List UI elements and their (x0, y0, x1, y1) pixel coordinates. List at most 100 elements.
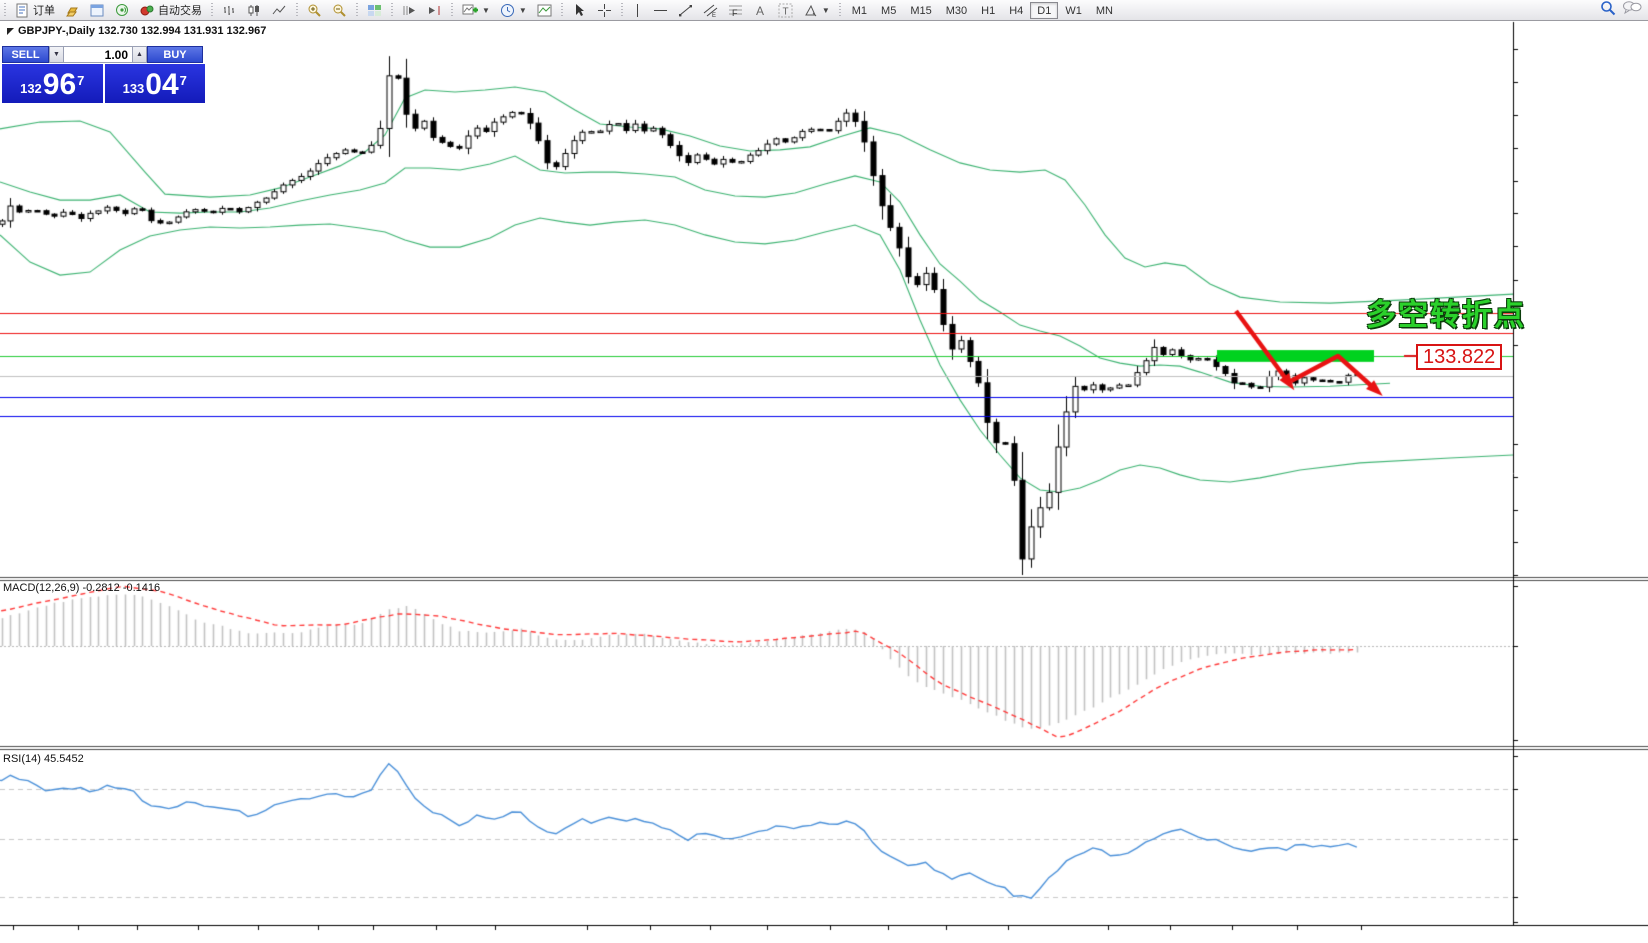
macd-indicator-label: MACD(12,26,9) -0.2812 -0.1416 (3, 582, 161, 594)
line-chart-button[interactable] (267, 2, 292, 19)
toolbar-grip (210, 3, 214, 17)
collapse-panel-icon[interactable] (7, 27, 14, 35)
market-watch-button[interactable] (60, 2, 85, 19)
buy-price-sup: 7 (179, 73, 187, 88)
toolbar-group (362, 0, 387, 20)
tile-windows-button[interactable] (362, 2, 387, 19)
fibonacci-icon: F (728, 3, 743, 18)
toolbar-right (1600, 0, 1648, 21)
new-order-button[interactable]: 订单 (10, 2, 60, 19)
svg-text:E: E (712, 13, 716, 18)
svg-text:A: A (756, 4, 764, 18)
text-icon: A (753, 3, 768, 18)
market-watch-icon (65, 3, 80, 18)
data-window-icon (90, 3, 105, 18)
templates-icon (537, 3, 552, 18)
new-order-label: 订单 (33, 5, 55, 17)
price-callout: 133.822 (1416, 344, 1503, 370)
zoom-out-button[interactable] (327, 2, 352, 19)
toolbar: 订单 自动交易 ▼ ▼ E F A T ▼ M1 M5 M15 M30 H1 H4 D1 W1 MN (0, 0, 1648, 21)
zoom-in-button[interactable] (302, 2, 327, 19)
strategy-tester-icon (115, 3, 130, 18)
trendline-button[interactable] (673, 2, 698, 19)
chevron-down-icon: ▼ (518, 5, 527, 15)
symbol-ohlc-text: GBPJPY-,Daily 132.730 132.994 131.931 13… (18, 25, 267, 37)
buy-button[interactable]: BUY (147, 46, 203, 63)
timeframe-m1[interactable]: M1 (851, 4, 868, 17)
toolbar-group: E F A T ▼ (627, 0, 835, 20)
chevron-down-icon: ▼ (821, 5, 830, 15)
new-order-icon (15, 3, 30, 18)
new-chart-icon (462, 3, 478, 18)
sell-price-big: 96 (42, 68, 77, 101)
toolbar-grip (355, 3, 359, 17)
chevron-down-icon: ▼ (482, 5, 490, 15)
volume-input[interactable] (64, 46, 132, 63)
volume-up-button[interactable]: ▲ (132, 46, 147, 63)
auto-scroll-button[interactable] (397, 2, 422, 19)
strategy-tester-button[interactable] (110, 2, 135, 19)
toolbar-grip (390, 3, 394, 17)
timeframe-w1[interactable]: W1 (1065, 4, 1082, 17)
toolbar-group (217, 0, 292, 20)
toolbar-group: ▼ ▼ (457, 0, 557, 20)
sell-button[interactable]: SELL (2, 46, 49, 63)
toolbar-group (302, 0, 352, 20)
cursor-button[interactable] (567, 2, 592, 19)
periods-button[interactable]: ▼ (495, 2, 532, 19)
toolbar-grip (837, 3, 842, 17)
candlestick-chart-icon (247, 3, 262, 18)
timeframe-m15[interactable]: M15 (910, 4, 932, 17)
text-label-button[interactable]: T (773, 2, 798, 19)
toolbar-grip (295, 3, 299, 17)
rsi-indicator-label: RSI(14) 45.5452 (3, 753, 84, 765)
horizontal-line-button[interactable] (648, 2, 673, 19)
auto-scroll-icon (402, 3, 417, 18)
timeframe-m30[interactable]: M30 (945, 4, 968, 17)
new-chart-button[interactable]: ▼ (457, 2, 495, 19)
buy-price-big: 04 (145, 68, 179, 101)
horizontal-line-icon (653, 3, 668, 18)
svg-text:T: T (782, 6, 788, 17)
buy-price-tile[interactable]: 133 04 7 (104, 64, 205, 103)
sell-price-sup: 7 (77, 73, 85, 88)
text-label-icon: T (778, 3, 793, 18)
candlestick-chart-button[interactable] (242, 2, 267, 19)
timeframe-h1[interactable]: H1 (981, 4, 996, 17)
toolbar-grip (619, 3, 624, 17)
sell-price-small: 132 (20, 81, 42, 96)
equidistant-channel-button[interactable]: E (698, 2, 723, 19)
shapes-icon (803, 3, 818, 18)
line-chart-icon (272, 3, 287, 18)
toolbar-group (397, 0, 447, 20)
auto-trading-icon (140, 3, 155, 18)
toolbar-grip (559, 3, 564, 17)
auto-trading-label: 自动交易 (158, 5, 202, 17)
vertical-line-button[interactable] (627, 2, 648, 19)
bar-chart-button[interactable] (217, 2, 242, 19)
fibonacci-button[interactable]: F (723, 2, 748, 19)
text-button[interactable]: A (748, 2, 773, 19)
one-click-trade-panel: SELL ▼ ▲ BUY 132 96 7 133 04 7 (2, 46, 205, 103)
chat-icon[interactable] (1622, 0, 1642, 20)
volume-down-button[interactable]: ▼ (49, 46, 64, 63)
toolbar-group (567, 0, 617, 20)
crosshair-button[interactable] (592, 2, 617, 19)
chart-shift-button[interactable] (422, 2, 447, 19)
bar-chart-icon (222, 3, 237, 18)
timeframe-d1[interactable]: D1 (1030, 1, 1059, 19)
sell-price-tile[interactable]: 132 96 7 (2, 64, 103, 103)
equidistant-channel-icon: E (703, 3, 718, 18)
trendline-icon (678, 3, 693, 18)
timeframe-mn[interactable]: MN (1095, 4, 1113, 17)
templates-button[interactable] (532, 2, 557, 19)
shapes-button[interactable]: ▼ (798, 2, 835, 19)
auto-trading-button[interactable]: 自动交易 (135, 2, 207, 19)
timeframe-m5[interactable]: M5 (881, 4, 897, 17)
timeframe-h4[interactable]: H4 (1009, 4, 1024, 17)
toolbar-grip (450, 3, 454, 17)
data-window-button[interactable] (85, 2, 110, 19)
search-icon[interactable] (1600, 0, 1616, 21)
